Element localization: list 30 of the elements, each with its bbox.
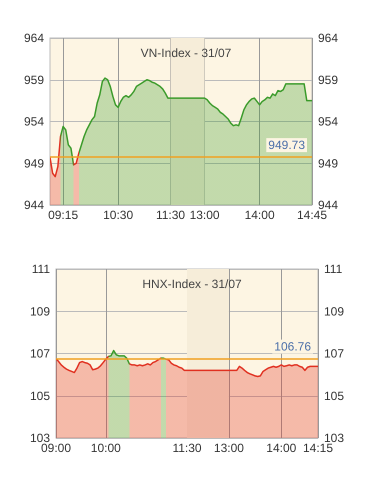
- ref-line-label: 106.76: [274, 340, 312, 354]
- y2-tick-label: 105: [324, 388, 344, 403]
- y-tick-label: 964: [24, 31, 44, 45]
- y-tick-label: 954: [24, 114, 44, 128]
- x-tick-label: 11:30: [172, 441, 202, 455]
- y2-tick-label: 107: [324, 346, 344, 360]
- y-tick-label: 111: [32, 262, 50, 276]
- x-tick-label: 14:00: [244, 208, 275, 222]
- y2-tick-label: 959: [318, 72, 338, 87]
- y-tick-label: 109: [30, 304, 50, 318]
- y2-tick-label: 949: [318, 156, 338, 170]
- x-tick-label: 11:30: [156, 208, 186, 222]
- x-tick-label: 13:00: [190, 208, 220, 222]
- x-tick-label: 09:15: [48, 208, 78, 222]
- y2-tick-label: 964: [318, 31, 338, 45]
- y2-tick-label: 109: [324, 304, 344, 318]
- y-tick-label: 944: [24, 198, 44, 212]
- y-tick-label: 107: [30, 346, 50, 360]
- y-tick-label: 105: [30, 388, 50, 403]
- y-tick-label: 959: [24, 72, 44, 87]
- ref-line-label: 949.73: [268, 138, 306, 152]
- y-tick-label: 949: [24, 156, 44, 170]
- x-tick-label: 10:00: [90, 441, 122, 455]
- y2-tick-label: 111: [324, 262, 343, 276]
- x-tick-label: 13:00: [214, 441, 244, 455]
- text: VN-Index - 31/07: [140, 46, 232, 60]
- x-tick-label: 14:00: [266, 441, 297, 455]
- y2-tick-label: 954: [318, 114, 338, 128]
- x-tick-label: 10:30: [103, 208, 134, 222]
- text: HNX-Index - 31/07: [142, 277, 242, 291]
